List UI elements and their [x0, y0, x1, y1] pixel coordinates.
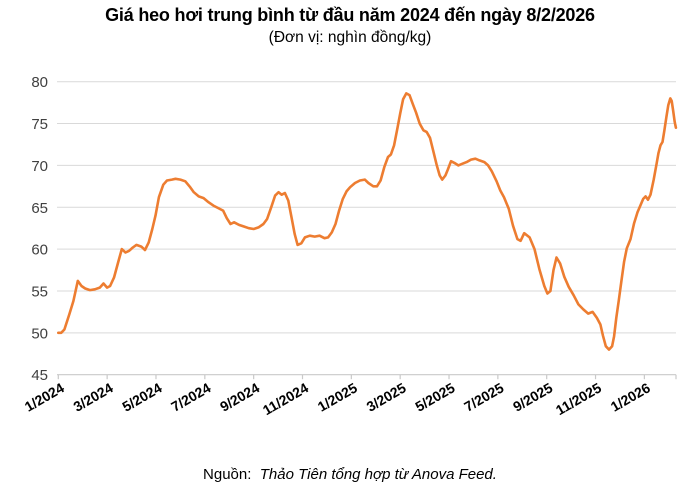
- x-tick-label: 7/2025: [461, 379, 506, 414]
- y-tick-label: 70: [31, 158, 48, 175]
- x-tick-label: 3/2025: [364, 379, 409, 414]
- chart-subtitle: (Đơn vị: nghìn đồng/kg): [268, 29, 432, 46]
- price-line: [57, 92, 678, 351]
- x-tick-label: 11/2025: [553, 379, 604, 418]
- x-axis: [57, 374, 677, 380]
- y-tick-label: 80: [31, 74, 48, 91]
- x-tick-label: 7/2024: [168, 379, 213, 414]
- x-tick-label: 1/2026: [608, 379, 653, 414]
- x-tick-label: 5/2025: [412, 379, 457, 414]
- x-tick-label: 11/2024: [260, 379, 311, 418]
- x-tick-label: 5/2024: [119, 379, 164, 414]
- y-tick-label: 50: [31, 325, 48, 342]
- y-tick-label: 55: [31, 283, 48, 300]
- x-tick-label: 3/2024: [71, 379, 116, 414]
- x-tick-label: 1/2025: [315, 379, 360, 414]
- y-tick-label: 65: [31, 200, 48, 217]
- gridlines: [57, 81, 676, 334]
- source-note: Nguồn: Thảo Tiên tổng hợp từ Anova Feed.: [0, 466, 700, 483]
- x-tick-label: 9/2024: [217, 379, 262, 414]
- y-tick-label: 75: [31, 116, 48, 133]
- y-tick-label: 60: [31, 242, 48, 259]
- y-axis-labels: 45 50 55 60 65 70 75 80: [31, 74, 48, 384]
- source-text: Thảo Tiên tổng hợp từ Anova Feed.: [259, 466, 497, 483]
- y-tick-label: 45: [31, 367, 48, 384]
- x-tick-label: 9/2025: [510, 379, 555, 414]
- chart-title: Giá heo hơi trung bình từ đầu năm 2024 đ…: [105, 5, 595, 25]
- x-tick-label: 1/2024: [22, 379, 67, 414]
- source-label: Nguồn:: [203, 466, 252, 483]
